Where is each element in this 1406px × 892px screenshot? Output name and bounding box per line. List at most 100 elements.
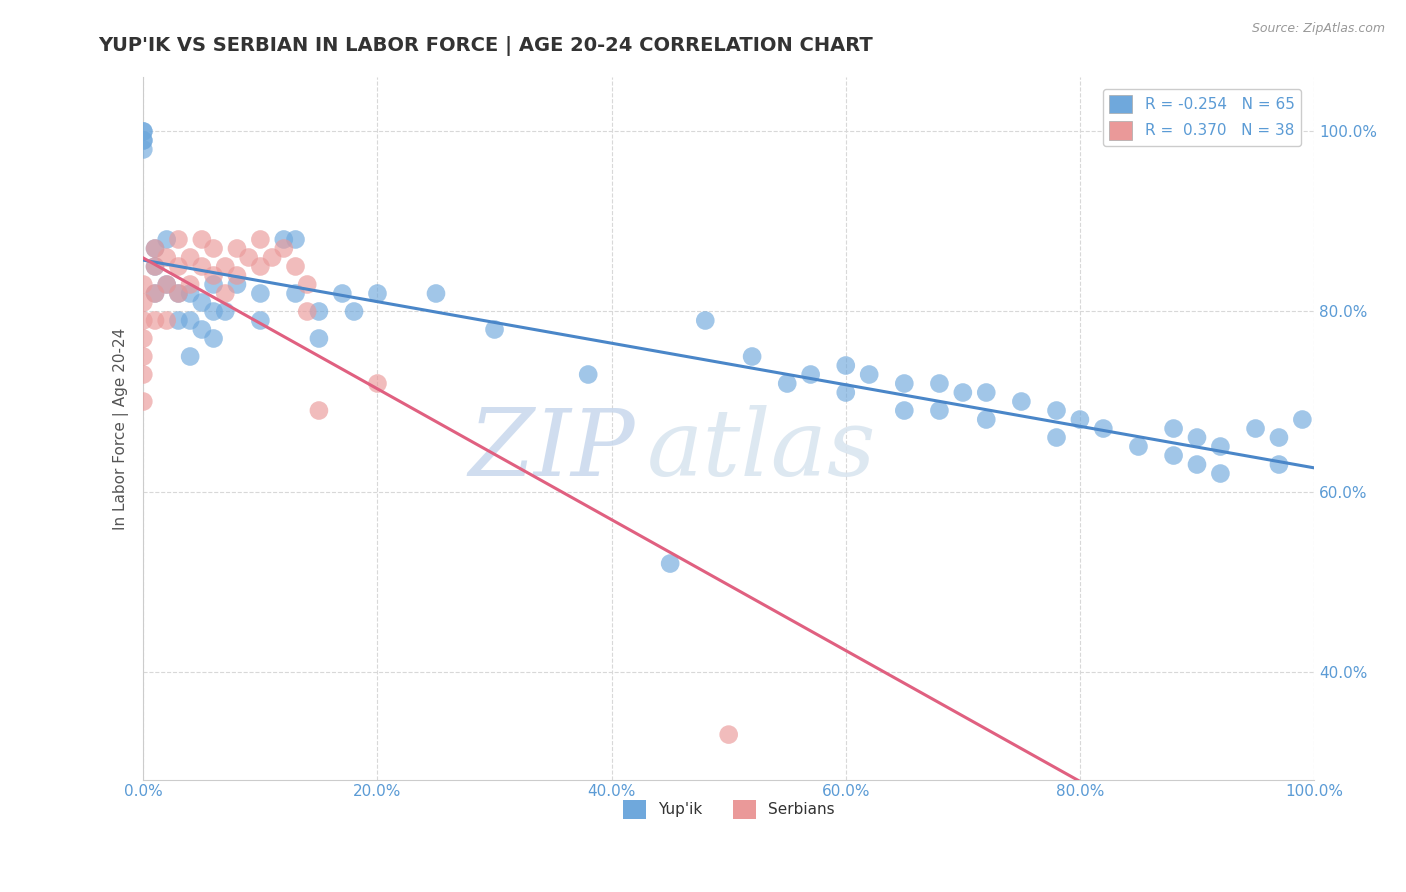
Text: ZIP: ZIP — [468, 405, 636, 494]
Point — [1268, 430, 1291, 444]
Point — [343, 304, 366, 318]
Point — [262, 251, 284, 265]
Point — [308, 331, 330, 345]
Point — [191, 260, 214, 274]
Point — [143, 286, 166, 301]
Point — [484, 322, 506, 336]
Point — [132, 133, 155, 147]
Point — [1163, 449, 1185, 463]
Point — [835, 359, 858, 373]
Point — [1268, 458, 1291, 472]
Point — [132, 331, 155, 345]
Point — [1291, 412, 1313, 426]
Point — [143, 242, 166, 256]
Point — [202, 277, 225, 292]
Point — [156, 232, 179, 246]
Point — [143, 260, 166, 274]
Point — [284, 260, 307, 274]
Point — [249, 313, 271, 327]
Point — [179, 313, 201, 327]
Point — [179, 277, 201, 292]
Point — [143, 313, 166, 327]
Point — [202, 304, 225, 318]
Point — [284, 232, 307, 246]
Point — [238, 251, 260, 265]
Point — [928, 403, 950, 417]
Point — [167, 232, 190, 246]
Point — [695, 313, 717, 327]
Point — [1209, 467, 1232, 481]
Point — [132, 133, 155, 147]
Point — [297, 277, 319, 292]
Point — [366, 376, 388, 391]
Point — [214, 304, 236, 318]
Point — [1069, 412, 1091, 426]
Point — [1185, 430, 1208, 444]
Point — [1185, 458, 1208, 472]
Point — [776, 376, 799, 391]
Point — [273, 242, 295, 256]
Point — [249, 232, 271, 246]
Point — [143, 286, 166, 301]
Point — [1045, 403, 1067, 417]
Point — [167, 313, 190, 327]
Point — [858, 368, 880, 382]
Point — [284, 286, 307, 301]
Point — [1163, 421, 1185, 435]
Point — [143, 242, 166, 256]
Point — [893, 376, 915, 391]
Point — [1209, 440, 1232, 454]
Point — [156, 277, 179, 292]
Point — [952, 385, 974, 400]
Legend: Yup'ik, Serbians: Yup'ik, Serbians — [617, 794, 841, 824]
Point — [893, 403, 915, 417]
Point — [226, 268, 249, 283]
Text: YUP'IK VS SERBIAN IN LABOR FORCE | AGE 20-24 CORRELATION CHART: YUP'IK VS SERBIAN IN LABOR FORCE | AGE 2… — [98, 36, 873, 55]
Point — [835, 385, 858, 400]
Point — [156, 277, 179, 292]
Point — [156, 313, 179, 327]
Point — [330, 286, 353, 301]
Point — [143, 260, 166, 274]
Point — [179, 350, 201, 364]
Point — [1092, 421, 1115, 435]
Point — [132, 394, 155, 409]
Point — [191, 295, 214, 310]
Point — [167, 260, 190, 274]
Point — [308, 403, 330, 417]
Text: Source: ZipAtlas.com: Source: ZipAtlas.com — [1251, 22, 1385, 36]
Point — [928, 376, 950, 391]
Point — [191, 232, 214, 246]
Point — [156, 251, 179, 265]
Point — [214, 286, 236, 301]
Text: atlas: atlas — [647, 405, 876, 494]
Point — [226, 242, 249, 256]
Point — [800, 368, 823, 382]
Point — [576, 368, 599, 382]
Point — [202, 331, 225, 345]
Point — [132, 313, 155, 327]
Point — [974, 412, 997, 426]
Point — [308, 304, 330, 318]
Point — [132, 277, 155, 292]
Point — [297, 304, 319, 318]
Point — [202, 268, 225, 283]
Point — [366, 286, 388, 301]
Point — [1045, 430, 1067, 444]
Y-axis label: In Labor Force | Age 20-24: In Labor Force | Age 20-24 — [114, 327, 129, 530]
Point — [132, 368, 155, 382]
Point — [167, 286, 190, 301]
Point — [191, 322, 214, 336]
Point — [273, 232, 295, 246]
Point — [1244, 421, 1267, 435]
Point — [132, 124, 155, 138]
Point — [179, 286, 201, 301]
Point — [249, 286, 271, 301]
Point — [132, 295, 155, 310]
Point — [202, 242, 225, 256]
Point — [179, 251, 201, 265]
Point — [425, 286, 447, 301]
Point — [249, 260, 271, 274]
Point — [1010, 394, 1032, 409]
Point — [659, 557, 682, 571]
